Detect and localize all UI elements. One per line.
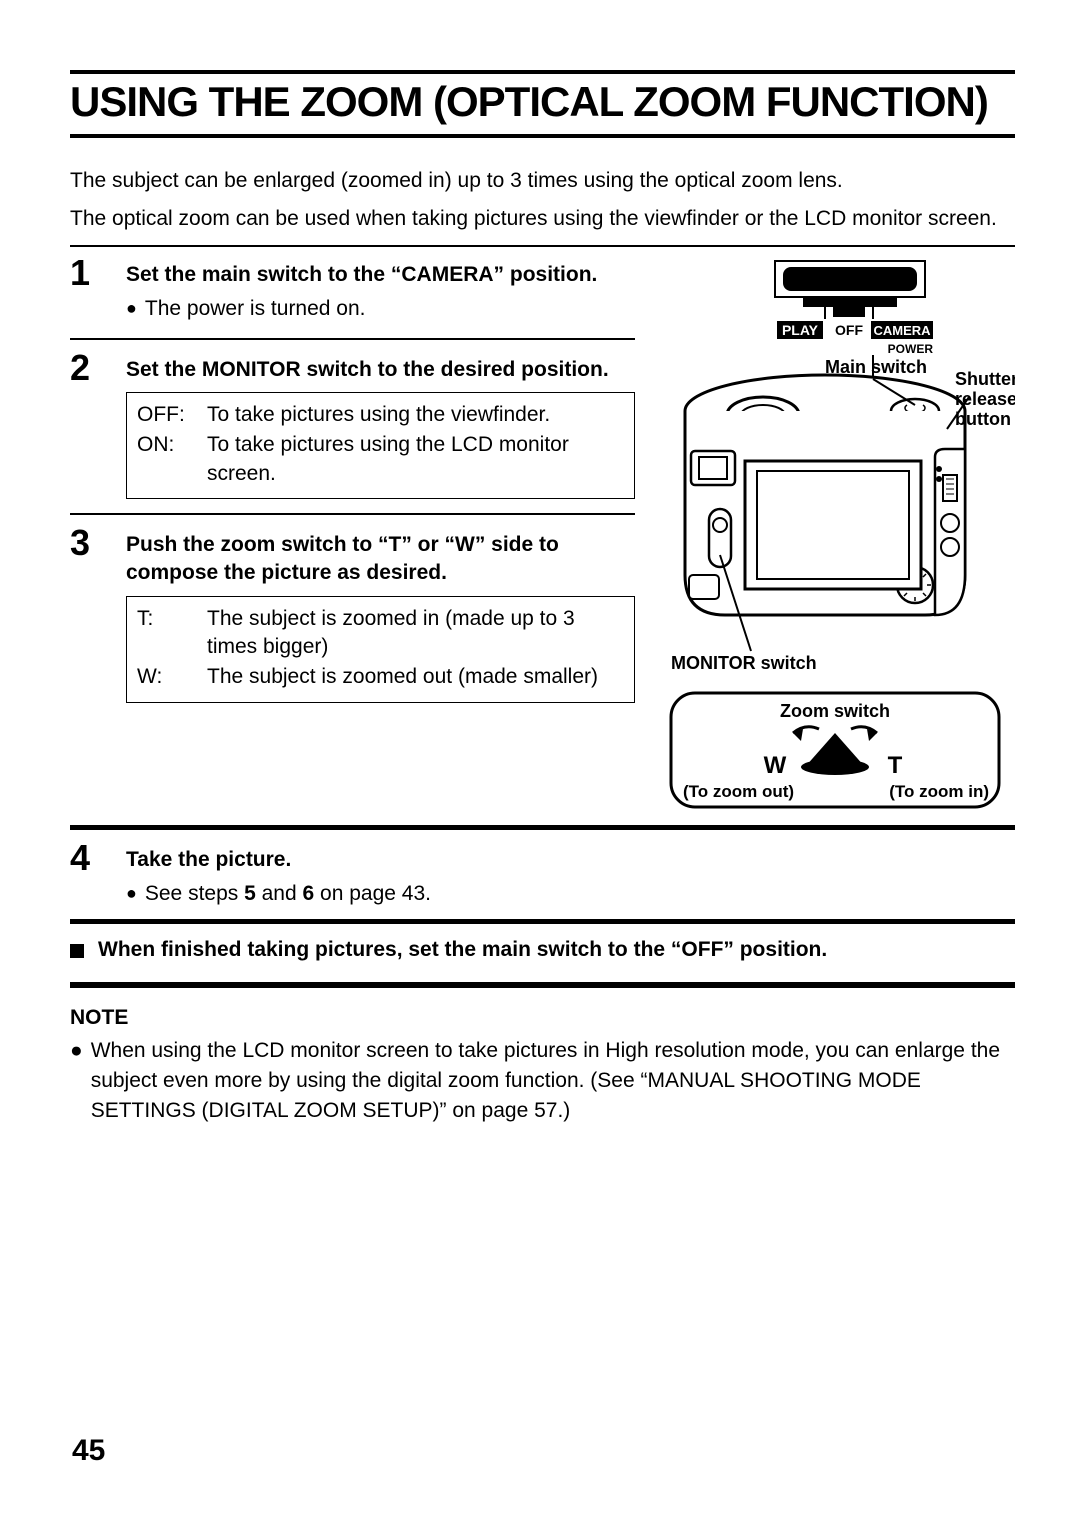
divider-thick (70, 919, 1015, 924)
svg-text:(To zoom in): (To zoom in) (889, 782, 989, 801)
divider-thick (70, 825, 1015, 830)
bullet-dot-icon: ● (126, 295, 137, 323)
definition-box: OFF: To take pictures using the viewfind… (126, 392, 635, 499)
divider (70, 245, 1015, 247)
monitor-switch-label: MONITOR switch (671, 653, 817, 673)
shutter-label-3: button (955, 409, 1011, 429)
definition-text: The subject is zoomed out (made smaller) (207, 663, 598, 691)
step-2: 2 Set the MONITOR switch to the desired … (70, 350, 635, 499)
step-number: 4 (70, 840, 104, 909)
definition-key: W: (137, 663, 191, 691)
power-dial-icon: PLAY OFF CAMERA POWER (775, 261, 933, 356)
step-1: 1 Set the main switch to the “CAMERA” po… (70, 255, 635, 324)
bullet-dot-icon: ● (70, 1036, 83, 1127)
step-bullet: ● See steps 5 and 6 on page 43. (126, 880, 1015, 908)
shutter-label-1: Shutter (955, 369, 1015, 389)
svg-text:POWER: POWER (888, 342, 934, 356)
step-number: 1 (70, 255, 104, 324)
step-divider (70, 338, 635, 340)
step-3: 3 Push the zoom switch to “T” or “W” sid… (70, 525, 635, 703)
svg-text:T: T (888, 752, 903, 779)
definition-box: T: The subject is zoomed in (made up to … (126, 596, 635, 703)
definition-row: W: The subject is zoomed out (made small… (137, 663, 624, 691)
intro-line-1: The subject can be enlarged (zoomed in) … (70, 166, 1015, 196)
svg-text:PLAY: PLAY (782, 322, 819, 338)
definition-text: The subject is zoomed in (made up to 3 t… (207, 605, 624, 662)
definition-row: T: The subject is zoomed in (made up to … (137, 605, 624, 662)
definition-row: OFF: To take pictures using the viewfind… (137, 401, 624, 429)
step-title: Push the zoom switch to “T” or “W” side … (126, 531, 635, 588)
text-part: on page 43. (314, 882, 431, 905)
step-body: Push the zoom switch to “T” or “W” side … (126, 525, 635, 703)
step-bullet: ● The power is turned on. (126, 295, 635, 323)
text-part: See steps (145, 882, 244, 905)
step-title: Set the main switch to the “CAMERA” posi… (126, 261, 635, 289)
text-bold: 6 (303, 882, 315, 905)
definition-key: T: (137, 605, 191, 662)
bullet-text: The power is turned on. (145, 295, 366, 323)
definition-key: OFF: (137, 401, 191, 429)
finish-text: When finished taking pictures, set the m… (98, 938, 827, 962)
definition-key: ON: (137, 431, 191, 488)
text-part: and (256, 882, 303, 905)
definition-text: To take pictures using the LCD monitor s… (207, 431, 624, 488)
camera-diagram: PLAY OFF CAMERA POWER Main switch (655, 255, 1015, 815)
step-title: Set the MONITOR switch to the desired po… (126, 356, 635, 384)
svg-text:CAMERA: CAMERA (873, 323, 931, 338)
definition-row: ON: To take pictures using the LCD monit… (137, 431, 624, 488)
text-bold: 5 (244, 882, 256, 905)
note-section: NOTE ● When using the LCD monitor screen… (70, 1006, 1015, 1127)
title-section: USING THE ZOOM (OPTICAL ZOOM FUNCTION) (70, 70, 1015, 138)
patterned-divider (70, 982, 1015, 988)
svg-text:Zoom switch: Zoom switch (780, 701, 890, 721)
page-title: USING THE ZOOM (OPTICAL ZOOM FUNCTION) (70, 78, 1015, 126)
steps-column: 1 Set the main switch to the “CAMERA” po… (70, 255, 635, 815)
note-text: When using the LCD monitor screen to tak… (91, 1036, 1015, 1127)
main-row: 1 Set the main switch to the “CAMERA” po… (70, 255, 1015, 815)
step-body: Set the main switch to the “CAMERA” posi… (126, 255, 635, 324)
note-heading: NOTE (70, 1006, 1015, 1030)
step-body: Set the MONITOR switch to the desired po… (126, 350, 635, 499)
bullet-text: See steps 5 and 6 on page 43. (145, 880, 431, 908)
svg-text:OFF: OFF (835, 322, 863, 338)
step-number: 3 (70, 525, 104, 703)
svg-text:(To zoom out): (To zoom out) (683, 782, 794, 801)
bullet-dot-icon: ● (126, 880, 137, 908)
zoom-switch-box: Zoom switch W T (To zoom out) (To zoom i… (671, 693, 999, 807)
intro-line-2: The optical zoom can be used when taking… (70, 204, 1015, 234)
figure-column: PLAY OFF CAMERA POWER Main switch (655, 255, 1015, 815)
page-number: 45 (72, 1434, 105, 1468)
finish-line: When finished taking pictures, set the m… (70, 938, 1015, 962)
square-bullet-icon (70, 944, 84, 958)
definition-text: To take pictures using the viewfinder. (207, 401, 550, 429)
step-4: 4 Take the picture. ● See steps 5 and 6 … (70, 840, 1015, 909)
step-divider (70, 513, 635, 515)
note-body: ● When using the LCD monitor screen to t… (70, 1036, 1015, 1127)
svg-text:W: W (764, 752, 787, 779)
shutter-label-2: release (955, 389, 1015, 409)
step-body: Take the picture. ● See steps 5 and 6 on… (126, 840, 1015, 909)
step-title: Take the picture. (126, 846, 1015, 874)
step-number: 2 (70, 350, 104, 499)
